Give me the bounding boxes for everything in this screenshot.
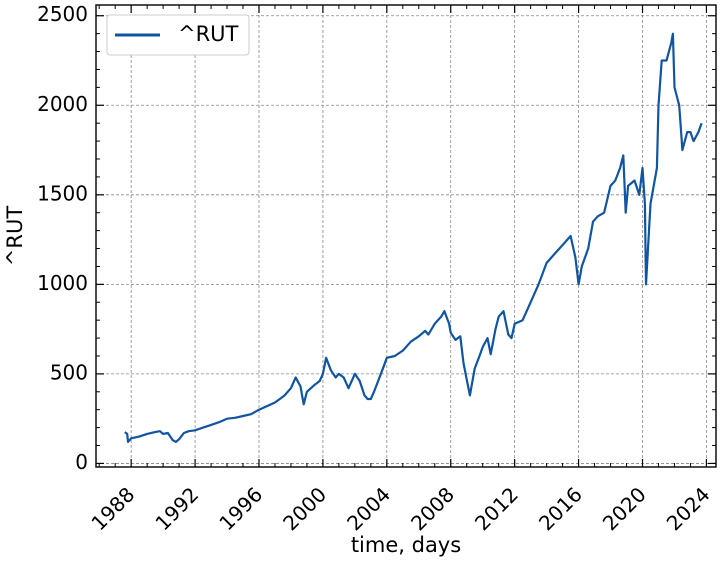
legend: ^RUT [106, 14, 250, 56]
y-tick-label: 1500 [37, 181, 88, 205]
grid-lines [96, 5, 716, 467]
y-tick-label: 500 [50, 360, 88, 384]
series-layer [124, 32, 703, 443]
y-tick-label: 2500 [37, 2, 88, 26]
axis-ticks [96, 5, 716, 467]
y-tick-label: 2000 [37, 92, 88, 116]
legend-label: ^RUT [178, 22, 239, 46]
series-line [124, 32, 703, 443]
y-axis-label: ^RUT [3, 206, 27, 267]
plot-frame [95, 4, 717, 468]
y-tick-label: 1000 [37, 271, 88, 295]
y-tick-label: 0 [75, 450, 88, 474]
x-axis-label: time, days [351, 533, 461, 557]
legend-box [106, 14, 250, 56]
